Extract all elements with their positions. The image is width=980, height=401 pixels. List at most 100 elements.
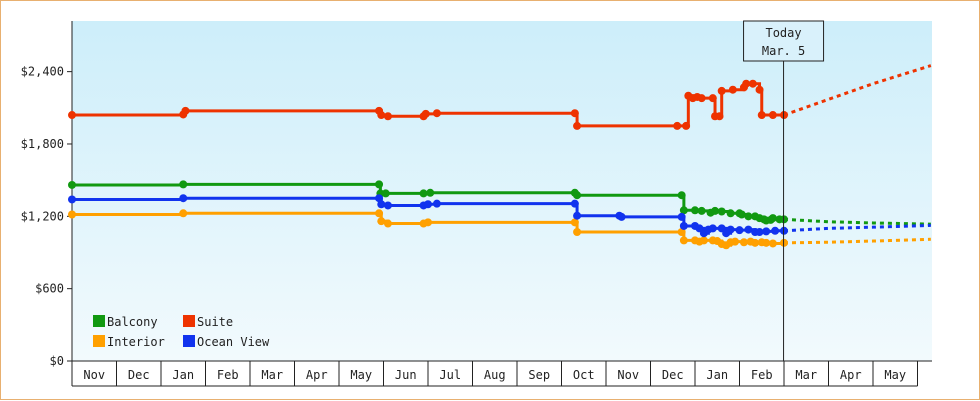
data-point[interactable] — [771, 226, 780, 235]
data-point[interactable] — [68, 111, 76, 120]
data-point[interactable] — [768, 111, 777, 120]
data-point[interactable] — [742, 79, 751, 88]
data-point[interactable] — [726, 209, 735, 218]
data-point[interactable] — [377, 217, 386, 226]
data-point[interactable] — [377, 200, 386, 209]
today-date: Mar. 5 — [762, 44, 805, 58]
legend-item[interactable]: Suite — [183, 315, 233, 329]
today-box — [743, 20, 825, 62]
month-label: Sep — [528, 368, 550, 382]
data-point[interactable] — [179, 209, 188, 218]
data-point[interactable] — [699, 236, 708, 245]
legend-item[interactable]: Interior — [93, 335, 165, 349]
data-point[interactable] — [731, 237, 740, 246]
data-point[interactable] — [768, 239, 777, 248]
data-point[interactable] — [617, 212, 626, 221]
legend-item[interactable]: Ocean View — [183, 335, 270, 349]
data-point[interactable] — [735, 226, 744, 235]
month-label: Jun — [395, 368, 417, 382]
data-point[interactable] — [708, 94, 717, 103]
data-point[interactable] — [751, 238, 760, 247]
plot-background — [72, 21, 932, 361]
data-point[interactable] — [68, 180, 76, 189]
data-point[interactable] — [708, 224, 717, 233]
data-point[interactable] — [744, 225, 753, 234]
month-label: May — [884, 368, 906, 382]
data-point[interactable] — [375, 194, 384, 203]
data-point[interactable] — [68, 195, 76, 204]
data-point[interactable] — [691, 206, 699, 215]
month-label: Jul — [439, 368, 461, 382]
series-interior — [68, 209, 931, 250]
month-label: Mar — [795, 368, 817, 382]
data-point[interactable] — [762, 227, 771, 236]
month-label: Dec — [128, 368, 150, 382]
data-point[interactable] — [179, 180, 188, 189]
y-tick-label: $2,400 — [21, 65, 64, 79]
month-label: Nov — [83, 368, 105, 382]
legend-label: Ocean View — [197, 335, 270, 349]
month-label: Dec — [662, 368, 684, 382]
projection-line — [783, 237, 931, 245]
y-tick-label: $1,200 — [21, 209, 64, 223]
data-point[interactable] — [717, 207, 726, 216]
data-point[interactable] — [768, 214, 777, 223]
data-point[interactable] — [679, 236, 688, 245]
data-point[interactable] — [715, 112, 724, 121]
legend-item[interactable]: Balcony — [93, 315, 158, 329]
data-point[interactable] — [424, 200, 432, 209]
data-point[interactable] — [697, 206, 706, 215]
data-point[interactable] — [383, 112, 392, 121]
month-label: Aug — [484, 368, 506, 382]
data-point[interactable] — [757, 111, 766, 120]
data-point[interactable] — [426, 188, 435, 197]
data-point[interactable] — [679, 221, 688, 230]
y-tick-label: $1,800 — [21, 137, 64, 151]
data-point[interactable] — [679, 206, 688, 215]
data-point[interactable] — [762, 238, 771, 247]
data-point[interactable] — [573, 227, 582, 236]
legend-label: Interior — [107, 335, 165, 349]
data-point[interactable] — [677, 212, 686, 221]
data-point[interactable] — [375, 180, 384, 189]
legend-label: Balcony — [107, 315, 158, 329]
data-point[interactable] — [375, 209, 384, 218]
data-point[interactable] — [377, 111, 386, 120]
data-point[interactable] — [711, 206, 720, 215]
data-point[interactable] — [383, 219, 392, 228]
data-point[interactable] — [717, 86, 726, 95]
data-point[interactable] — [682, 121, 691, 130]
data-point[interactable] — [748, 79, 757, 88]
data-point[interactable] — [744, 212, 753, 221]
y-tick-label: $0 — [50, 354, 64, 368]
data-point[interactable] — [737, 210, 746, 219]
data-point[interactable] — [570, 109, 579, 118]
projection-line — [783, 217, 931, 226]
data-point[interactable] — [728, 85, 737, 94]
data-point[interactable] — [573, 121, 582, 130]
data-point[interactable] — [739, 238, 748, 247]
data-point[interactable] — [419, 189, 428, 198]
data-point[interactable] — [677, 191, 686, 200]
data-point[interactable] — [383, 201, 392, 210]
data-point[interactable] — [570, 199, 579, 208]
data-point[interactable] — [755, 227, 764, 236]
data-point[interactable] — [573, 211, 582, 220]
data-point[interactable] — [697, 94, 706, 103]
data-point[interactable] — [673, 121, 682, 130]
data-point[interactable] — [570, 218, 579, 227]
data-point[interactable] — [424, 218, 432, 227]
data-point[interactable] — [677, 227, 686, 236]
data-point[interactable] — [179, 194, 188, 203]
data-point[interactable] — [181, 106, 190, 115]
data-point[interactable] — [755, 85, 764, 94]
month-label: Nov — [617, 368, 639, 382]
data-point[interactable] — [68, 210, 76, 219]
data-point[interactable] — [381, 189, 390, 198]
data-point[interactable] — [421, 109, 430, 118]
data-point[interactable] — [573, 191, 582, 200]
data-point[interactable] — [726, 225, 735, 234]
data-point[interactable] — [432, 199, 441, 208]
data-point[interactable] — [432, 109, 441, 118]
